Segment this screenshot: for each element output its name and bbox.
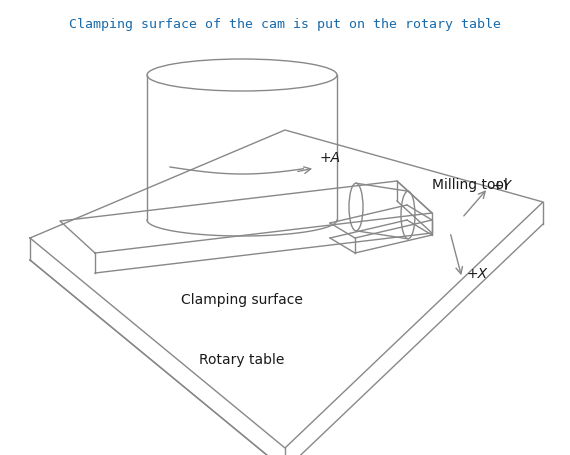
Text: Clamping surface of the cam is put on the rotary table: Clamping surface of the cam is put on th… — [69, 18, 501, 31]
Text: Milling tool: Milling tool — [432, 178, 508, 192]
Text: +X: +X — [467, 267, 488, 281]
Text: Clamping surface: Clamping surface — [181, 293, 303, 307]
Text: +Y: +Y — [492, 179, 512, 193]
Text: Rotary table: Rotary table — [200, 353, 284, 367]
Text: +A: +A — [320, 151, 341, 165]
